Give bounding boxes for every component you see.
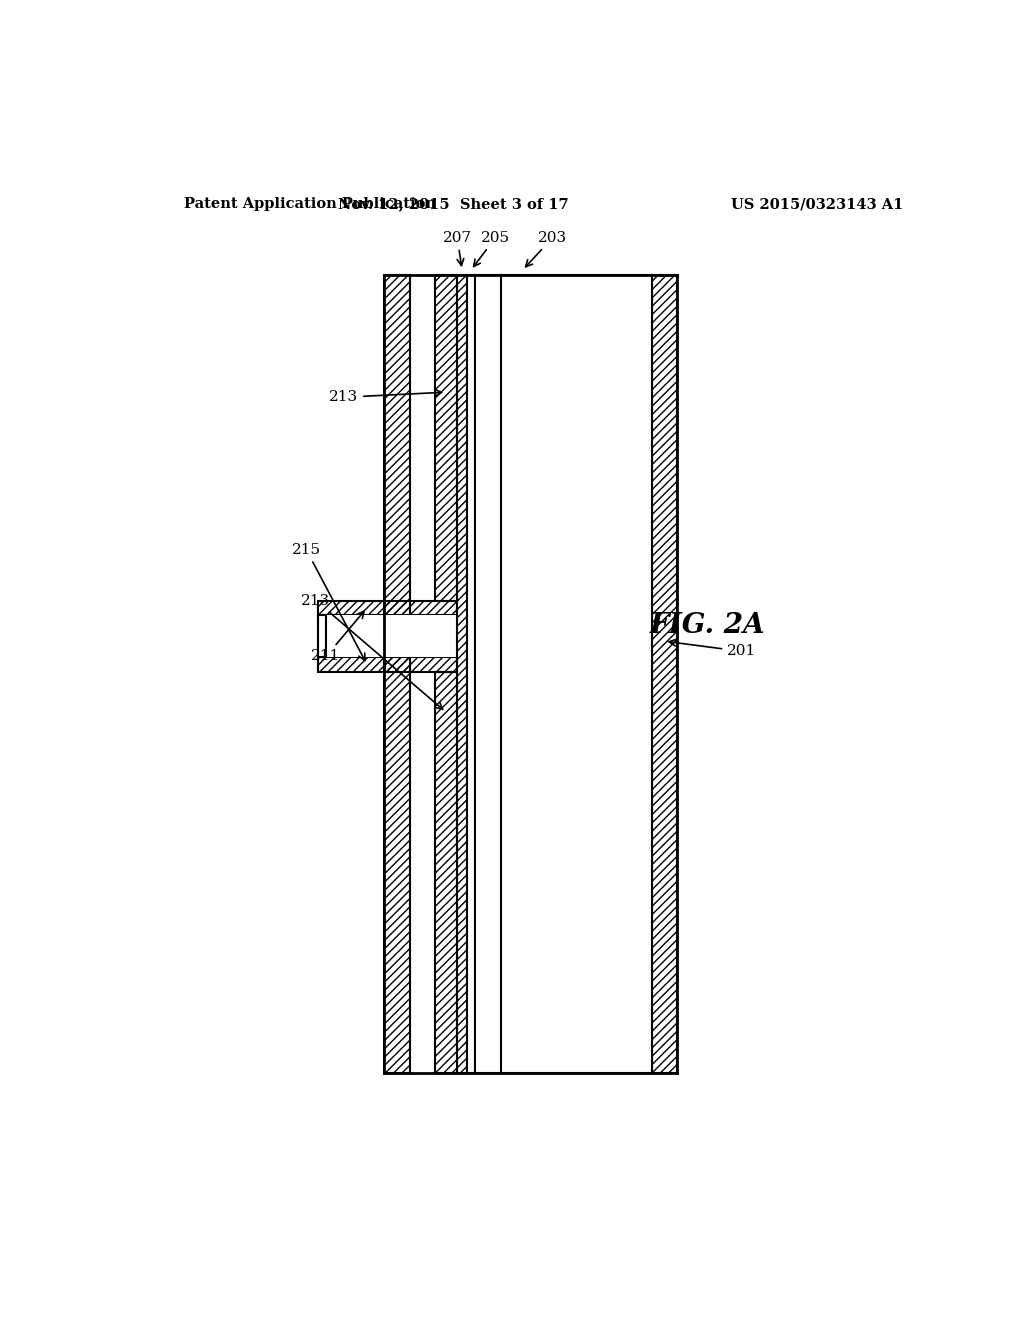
Text: 213: 213 bbox=[301, 594, 442, 709]
Bar bbox=[475, 276, 652, 1073]
Bar bbox=[467, 276, 475, 1073]
Text: Nov. 12, 2015  Sheet 3 of 17: Nov. 12, 2015 Sheet 3 of 17 bbox=[338, 197, 568, 211]
Bar bbox=[318, 657, 458, 672]
Bar bbox=[318, 615, 327, 657]
Bar bbox=[435, 276, 458, 601]
Bar bbox=[458, 276, 467, 1073]
Bar bbox=[435, 672, 458, 1073]
Bar bbox=[384, 276, 410, 1073]
Bar bbox=[652, 276, 677, 1073]
Bar bbox=[435, 672, 458, 1073]
Text: Patent Application Publication: Patent Application Publication bbox=[183, 197, 435, 211]
Text: 203: 203 bbox=[525, 231, 567, 267]
Text: 205: 205 bbox=[474, 231, 510, 267]
Bar bbox=[384, 276, 410, 1073]
Text: US 2015/0323143 A1: US 2015/0323143 A1 bbox=[731, 197, 903, 211]
Text: 207: 207 bbox=[442, 231, 472, 265]
Bar bbox=[318, 657, 458, 672]
Bar bbox=[458, 276, 467, 1073]
Bar bbox=[327, 615, 458, 657]
Text: FIG. 2A: FIG. 2A bbox=[649, 612, 765, 639]
Bar bbox=[318, 601, 458, 615]
Bar bbox=[318, 601, 458, 615]
Text: 215: 215 bbox=[292, 543, 365, 660]
Text: 213: 213 bbox=[329, 389, 441, 404]
Bar bbox=[652, 276, 677, 1073]
Bar bbox=[435, 276, 458, 601]
Text: 211: 211 bbox=[311, 611, 365, 664]
Text: 201: 201 bbox=[669, 639, 757, 659]
